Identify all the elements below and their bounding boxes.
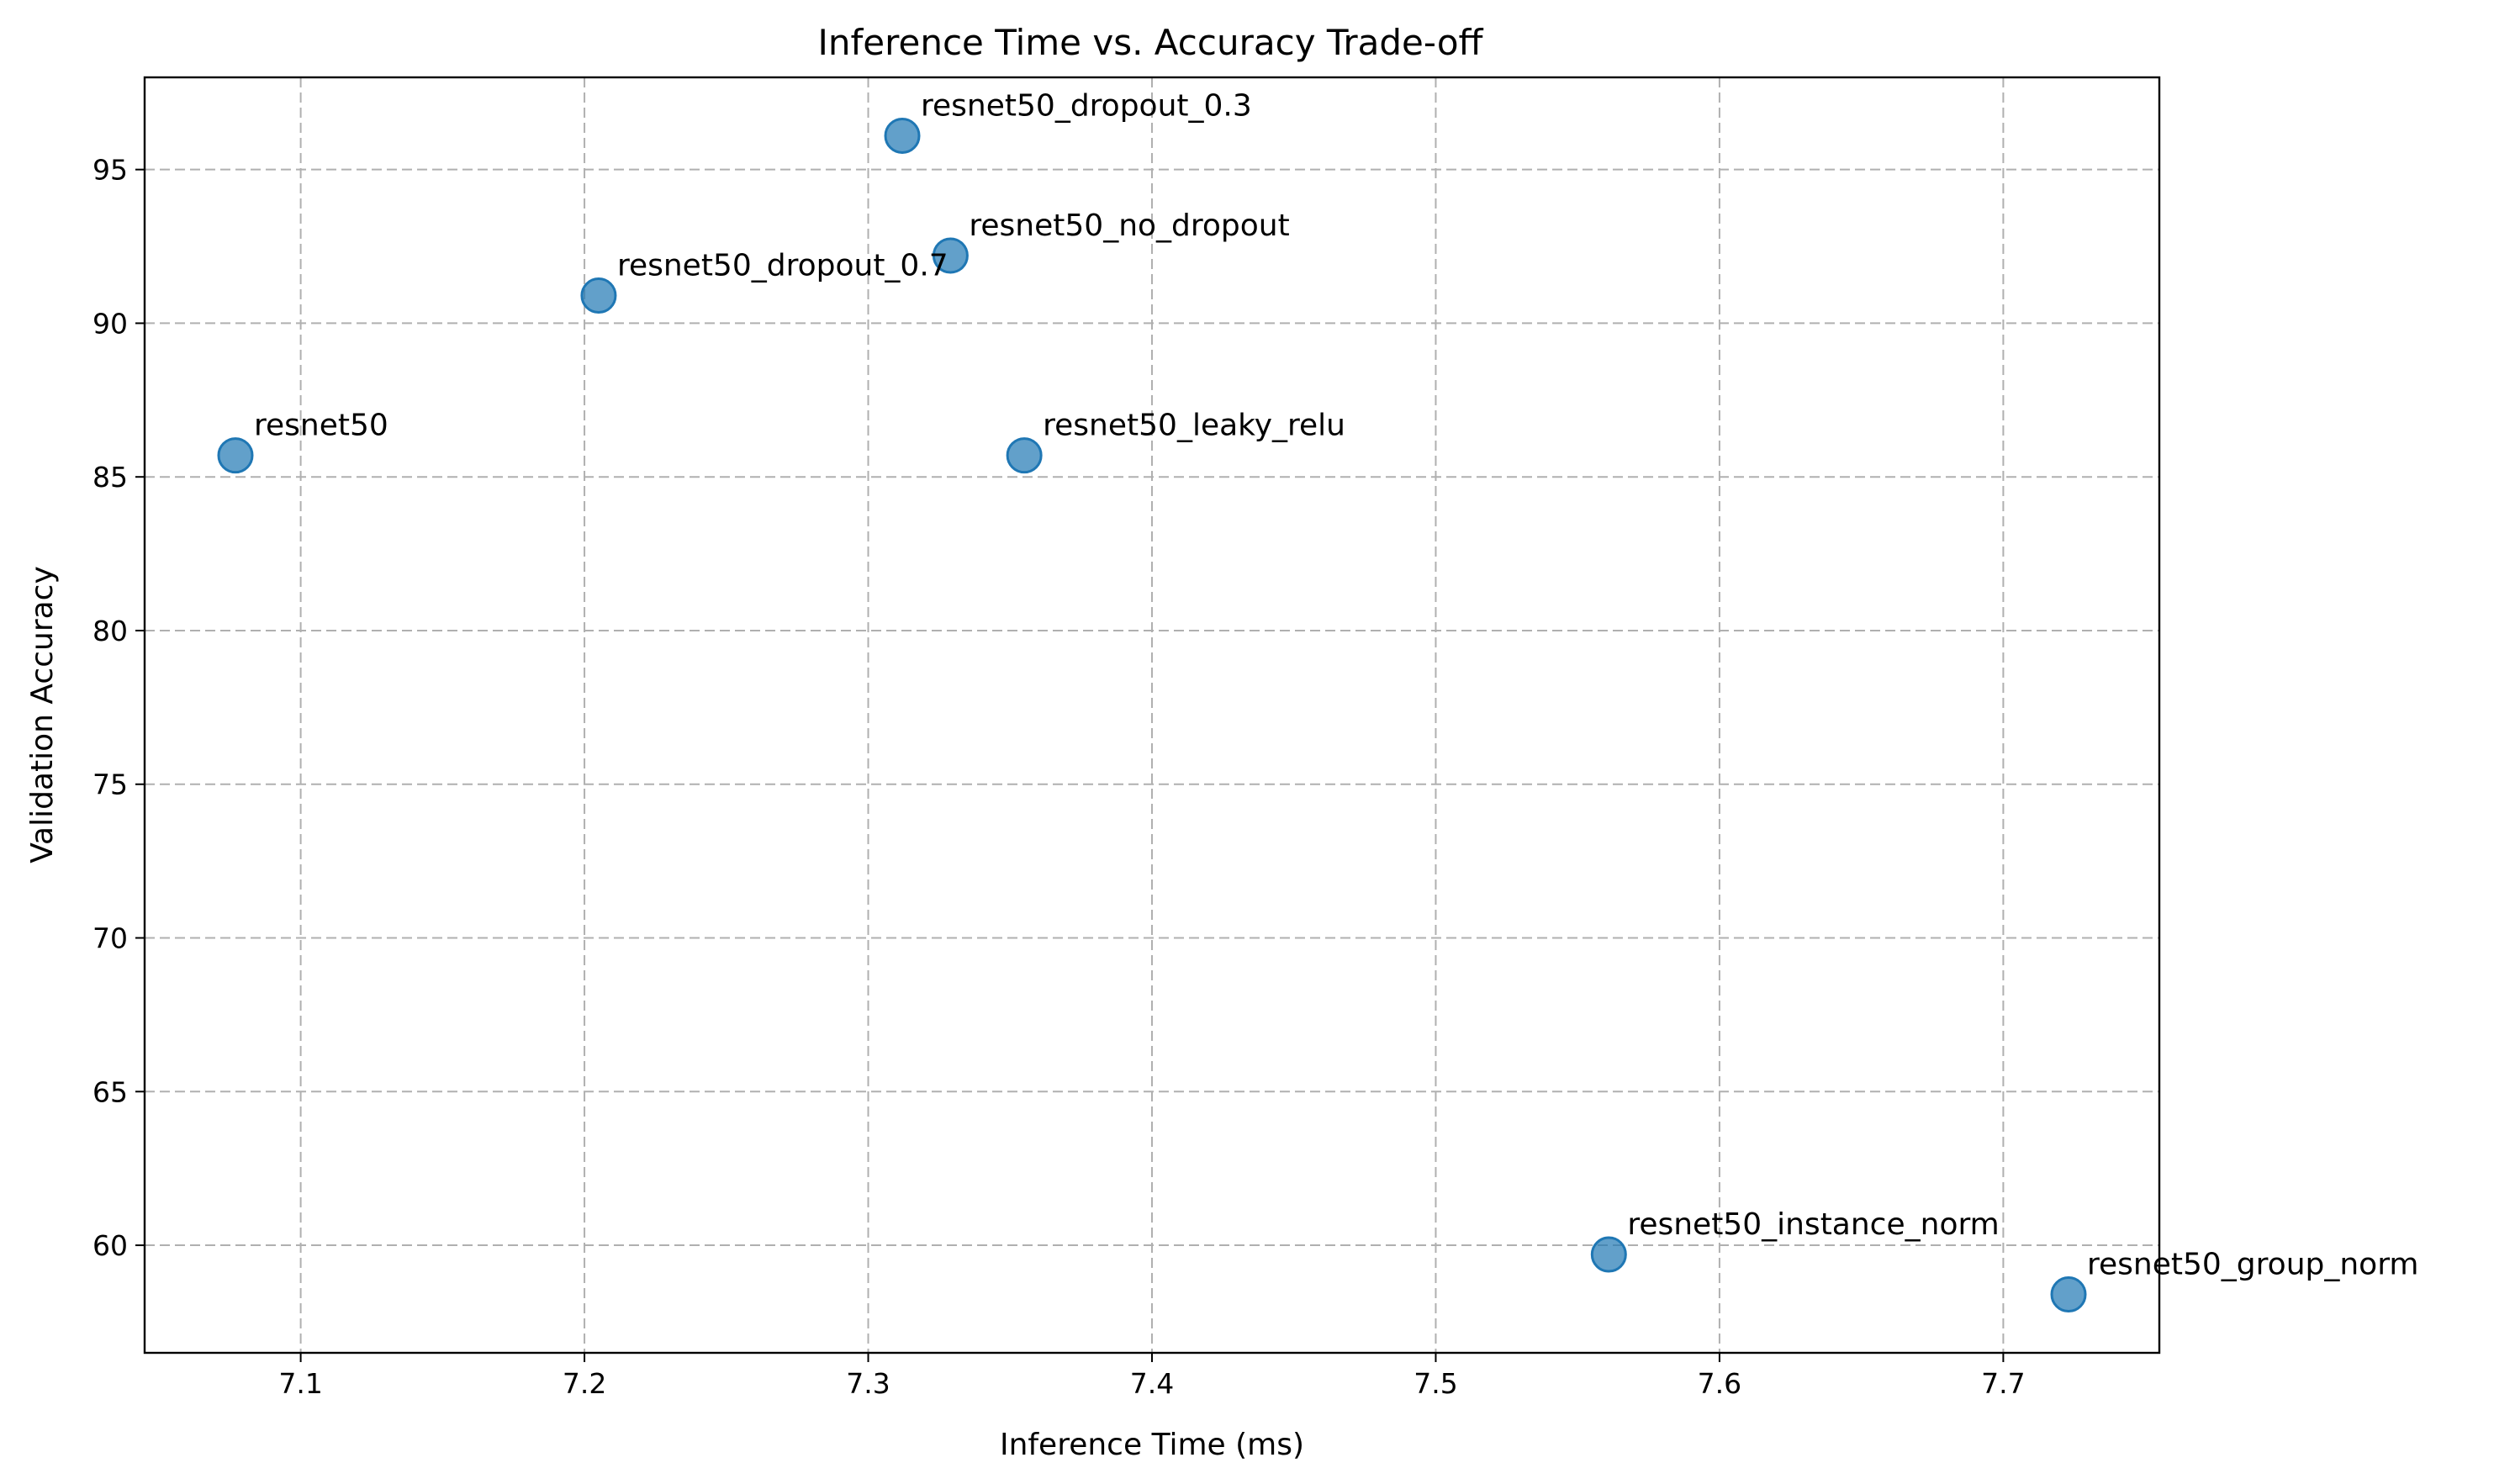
y-tick-label: 70 <box>92 922 128 955</box>
tick-layer: 7.1 7.2 7.3 7.4 7.5 7.6 7.7 60 65 70 75 80 85 90 95 <box>92 154 2026 1400</box>
plot-frame <box>143 76 2161 1355</box>
y-tick-label: 60 <box>92 1229 128 1262</box>
y-tick-label: 80 <box>92 615 128 647</box>
data-point <box>1590 1236 1627 1273</box>
point-layer <box>217 117 2087 1313</box>
x-tick-label: 7.4 <box>1130 1367 1174 1400</box>
point-label: resnet50_dropout_0.7 <box>617 249 948 283</box>
point-label: resnet50_leaky_relu <box>1043 409 1345 443</box>
label-layer: resnet50 resnet50_dropout_0.7 resnet50_dro… <box>254 88 2418 1281</box>
x-tick-label: 7.5 <box>1413 1367 1457 1400</box>
point-label: resnet50 <box>254 409 388 443</box>
data-point <box>932 237 969 274</box>
point-label: resnet50_group_norm <box>2087 1248 2418 1282</box>
x-tick-label: 7.3 <box>846 1367 890 1400</box>
x-tick-label: 7.6 <box>1698 1367 1741 1400</box>
grid-layer <box>145 77 2159 1353</box>
point-label: resnet50_no_dropout <box>969 209 1289 243</box>
y-tick-label: 95 <box>92 154 128 187</box>
point-label: resnet50_dropout_0.3 <box>921 88 1252 123</box>
x-axis-label: Inference Time (ms) <box>1000 1428 1304 1462</box>
y-tick-label: 90 <box>92 307 128 340</box>
y-tick-label: 85 <box>92 461 128 494</box>
x-tick-label: 7.1 <box>278 1367 322 1400</box>
point-label: resnet50_instance_norm <box>1627 1207 1999 1242</box>
x-tick-label: 7.7 <box>1981 1367 2025 1400</box>
data-point <box>1006 437 1043 474</box>
data-point <box>884 117 921 154</box>
chart-title: Inference Time vs. Accuracy Trade-off <box>818 22 1484 63</box>
data-point <box>217 437 254 474</box>
x-tick-label: 7.2 <box>563 1367 606 1400</box>
y-tick-label: 75 <box>92 768 128 801</box>
data-point <box>580 277 617 314</box>
y-tick-label: 65 <box>92 1075 128 1108</box>
data-point <box>2050 1276 2087 1313</box>
y-axis-label: Validation Accuracy <box>25 566 60 863</box>
